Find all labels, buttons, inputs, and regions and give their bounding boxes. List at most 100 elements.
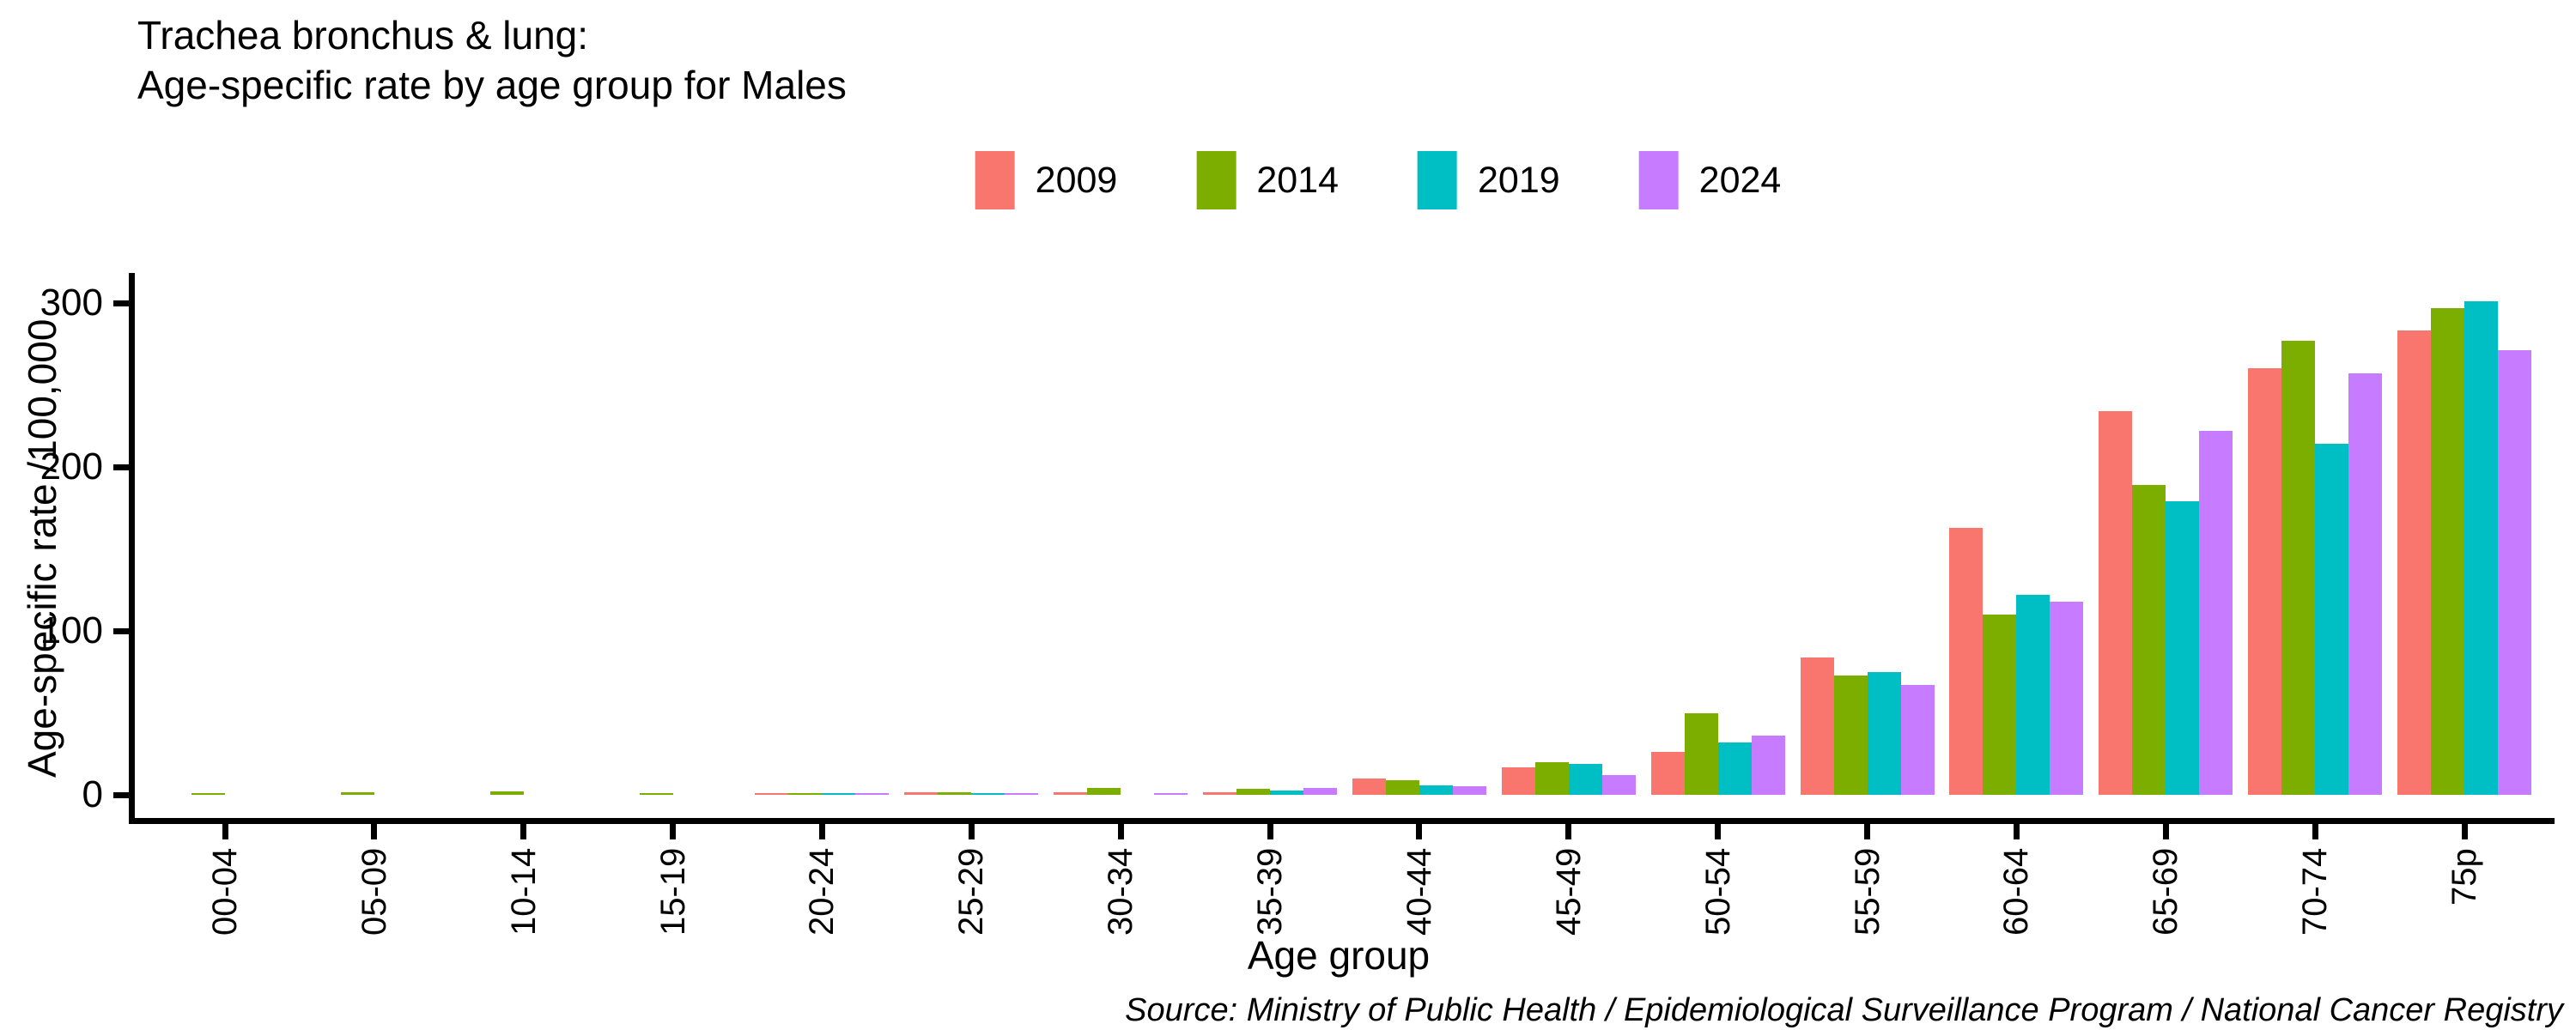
bar-2009-40-44 <box>1352 778 1386 795</box>
bar-2019-25-29 <box>971 792 1005 795</box>
legend-item-2019: 2019 <box>1418 151 1560 209</box>
bar-2009-45-49 <box>1501 766 1535 795</box>
bar-2019-35-39 <box>1270 791 1304 795</box>
x-tick-mark-35-39 <box>1267 824 1273 839</box>
x-tick-label-00-04: 00-04 <box>206 848 244 936</box>
x-tick-label-05-09: 05-09 <box>355 848 393 936</box>
y-tick-mark-0 <box>113 791 129 798</box>
bar-2014-75p <box>2431 307 2464 795</box>
bar-2024-55-59 <box>1900 685 1935 795</box>
bar-2014-30-34 <box>1087 787 1121 795</box>
bar-2019-65-69 <box>2166 501 2200 795</box>
bar-2009-65-69 <box>2099 411 2133 795</box>
bar-2019-50-54 <box>1717 742 1752 795</box>
bar-2019-20-24 <box>822 793 856 795</box>
x-tick-label-25-29: 25-29 <box>952 848 991 936</box>
bar-2024-40-44 <box>1452 786 1486 795</box>
chart-title-line1: Trachea bronchus & lung: <box>137 13 589 58</box>
bar-2014-65-69 <box>2132 485 2166 795</box>
bar-2009-25-29 <box>904 792 939 795</box>
y-tick-label-300: 300 <box>39 282 103 324</box>
legend-swatch-2019 <box>1418 151 1457 209</box>
y-tick-label-200: 200 <box>39 445 103 488</box>
bar-2014-70-74 <box>2281 340 2316 795</box>
legend-swatch-2014 <box>1196 151 1236 209</box>
source-note: Source: Ministry of Public Health / Epid… <box>1125 992 2563 1028</box>
x-tick-mark-05-09 <box>371 824 378 839</box>
x-tick-mark-70-74 <box>2312 824 2318 839</box>
legend: 2009 2014 2019 2024 <box>975 151 1782 209</box>
x-tick-mark-30-34 <box>1117 824 1124 839</box>
plot-area <box>129 273 2555 824</box>
x-tick-mark-00-04 <box>222 824 228 839</box>
legend-label-2014: 2014 <box>1256 159 1339 201</box>
legend-label-2024: 2024 <box>1698 159 1782 201</box>
bar-2024-65-69 <box>2199 430 2233 795</box>
bar-2024-50-54 <box>1751 736 1785 795</box>
x-tick-mark-15-19 <box>670 824 677 839</box>
bar-2009-35-39 <box>1203 792 1237 795</box>
bar-2014-20-24 <box>788 793 823 795</box>
legend-swatch-2024 <box>1638 151 1679 209</box>
x-tick-mark-55-59 <box>1864 824 1871 839</box>
bar-2024-45-49 <box>1601 775 1636 795</box>
bar-2019-45-49 <box>1568 763 1602 795</box>
bar-2014-45-49 <box>1534 761 1569 795</box>
x-tick-mark-25-29 <box>968 824 975 839</box>
x-tick-label-45-49: 45-49 <box>1549 848 1588 936</box>
x-tick-mark-45-49 <box>1565 824 1572 839</box>
x-tick-label-15-19: 15-19 <box>653 848 692 936</box>
x-tick-label-75p: 75p <box>2445 848 2483 906</box>
bar-2014-60-64 <box>1983 614 2017 795</box>
chart-title: Trachea bronchus & lung: Age-specific ra… <box>137 10 847 110</box>
bar-2009-30-34 <box>1054 791 1088 795</box>
bar-2014-25-29 <box>938 791 972 795</box>
bar-2009-75p <box>2397 330 2431 795</box>
legend-label-2009: 2009 <box>1035 159 1118 201</box>
bar-2014-50-54 <box>1684 712 1718 795</box>
x-tick-label-60-64: 60-64 <box>1997 848 2036 936</box>
legend-item-2024: 2024 <box>1638 151 1782 209</box>
x-tick-label-70-74: 70-74 <box>2296 848 2335 936</box>
x-tick-mark-60-64 <box>2013 824 2020 839</box>
y-tick-mark-200 <box>113 464 129 470</box>
bar-2024-30-34 <box>1154 793 1188 795</box>
x-tick-mark-10-14 <box>520 824 527 839</box>
y-tick-label-0: 0 <box>82 773 103 815</box>
bar-2009-70-74 <box>2248 368 2282 795</box>
bar-2014-55-59 <box>1833 675 1868 795</box>
x-tick-mark-65-69 <box>2162 824 2169 839</box>
bar-2014-35-39 <box>1236 789 1271 795</box>
bar-2024-35-39 <box>1303 788 1338 795</box>
bar-2024-60-64 <box>2050 601 2084 795</box>
x-tick-label-20-24: 20-24 <box>803 848 841 936</box>
x-tick-mark-50-54 <box>1715 824 1722 839</box>
x-tick-label-10-14: 10-14 <box>504 848 543 936</box>
bar-2024-20-24 <box>855 793 890 795</box>
bar-2019-60-64 <box>2016 594 2050 795</box>
x-tick-mark-20-24 <box>818 824 825 839</box>
bar-2019-55-59 <box>1867 671 1901 795</box>
y-axis-title: Age-specific rate /100,000 <box>20 318 64 779</box>
legend-label-2019: 2019 <box>1478 159 1560 201</box>
bar-2019-40-44 <box>1419 785 1453 795</box>
bar-2014-40-44 <box>1385 779 1419 795</box>
y-tick-mark-100 <box>113 627 129 634</box>
bar-2019-70-74 <box>2315 444 2349 795</box>
bar-2024-70-74 <box>2348 373 2383 795</box>
bar-2009-60-64 <box>1949 527 1984 795</box>
bar-2009-55-59 <box>1800 657 1834 795</box>
x-axis-title: Age group <box>1247 933 1431 978</box>
x-tick-mark-75p <box>2461 824 2468 839</box>
x-tick-label-55-59: 55-59 <box>1848 848 1886 936</box>
bar-2024-75p <box>2498 350 2531 795</box>
bar-2014-05-09 <box>340 791 374 795</box>
y-tick-label-100: 100 <box>39 609 103 651</box>
chart-title-line2: Age-specific rate by age group for Males <box>137 63 847 107</box>
bar-2009-20-24 <box>755 793 789 795</box>
bar-2009-50-54 <box>1650 752 1685 795</box>
x-tick-label-30-34: 30-34 <box>1102 848 1140 936</box>
y-tick-mark-300 <box>113 300 129 306</box>
bar-2014-15-19 <box>639 793 673 795</box>
bar-2014-10-14 <box>489 791 524 795</box>
